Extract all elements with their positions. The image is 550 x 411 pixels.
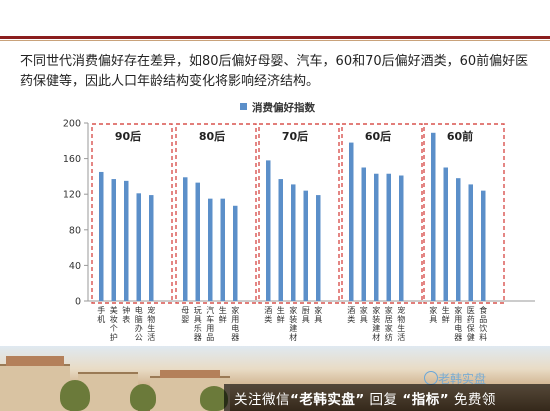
group-box [341,123,423,304]
top-bar [0,0,550,10]
x-tick-label: 医药保健 [467,306,475,342]
bar [399,175,404,301]
x-tick-label: 家用电器 [454,305,462,342]
x-tick-label: 宠物生活 [397,305,405,342]
promo-banner [224,384,550,411]
y-tick-label: 80 [69,225,81,236]
bar [266,160,271,301]
promo-banner-text: 关注微信“老韩实盘” 回复 “指标” 免费领 [234,388,550,408]
bar [111,179,116,301]
x-tick-label: 酒类 [264,306,272,324]
group-box [175,123,257,304]
slide-description: 不同世代消费偏好存在差异，如80后偏好母婴、汽车，60和70后偏好酒类，60前偏… [20,54,529,89]
x-tick-label: 手机 [97,305,105,324]
group-box [423,123,505,304]
bar [481,190,486,301]
banner-keyword2: “指标” [402,392,450,408]
y-tick-label: 160 [63,154,81,165]
header-rule-thin [0,40,550,41]
banner-keyword: “老韩实盘” [290,392,365,408]
group-label: 70后 [282,129,308,143]
bar [468,184,473,301]
group-box [91,123,173,304]
bar [303,190,308,301]
y-tick-label: 0 [75,297,81,308]
legend-swatch [240,103,247,110]
bar [456,178,461,301]
x-tick-label: 玩具乐器 [194,306,202,342]
x-tick-label: 电脑办公 [135,305,143,342]
bar [374,173,379,301]
bar [220,198,225,301]
legend-label: 消费偏好指数 [252,101,315,114]
x-tick-label: 厨具 [302,306,310,324]
group-label: 60前 [447,129,473,143]
x-tick-label: 家具 [360,305,368,324]
x-tick-label: 生鲜 [219,305,227,324]
bar [361,167,366,301]
banner-suffix: 免费领 [453,392,496,408]
bar [291,184,296,301]
bar [149,195,154,301]
y-tick-label: 120 [63,190,81,201]
watermark-text: 老韩实盘 [438,372,487,386]
x-tick-label: 钟表 [122,305,130,324]
y-tick-label: 200 [63,119,81,130]
group-label: 60后 [365,129,391,143]
x-tick-label: 家装建材 [372,305,380,342]
x-tick-label: 母婴 [181,306,189,324]
bar [316,195,321,301]
x-tick-label: 食品饮料 [479,305,487,342]
banner-prefix: 关注微信 [234,392,290,408]
banner-middle: 回复 [369,392,398,408]
y-tick-label: 40 [69,261,81,272]
group-box [258,123,340,304]
group-label: 90后 [115,129,141,143]
bar [431,132,436,301]
x-tick-label: 美妆个护 [110,305,118,342]
x-tick-label: 生鲜 [277,305,285,324]
bar [183,177,188,301]
bar [208,198,213,301]
x-tick-label: 家居家纺 [385,305,393,342]
watermark-logo-icon [424,371,438,385]
x-tick-label: 汽车用品 [206,305,214,342]
x-tick-label: 酒类 [347,306,355,324]
group-label: 80后 [199,129,225,143]
x-tick-label: 家具 [429,305,437,324]
x-tick-label: 家装建材 [289,305,297,342]
bar [386,173,391,301]
bar [99,171,104,301]
bar [349,142,354,301]
x-tick-label: 生鲜 [442,305,450,324]
bar [124,180,129,301]
bar [195,182,200,301]
bar [278,179,283,301]
x-tick-label: 家具 [314,305,322,324]
x-tick-label: 宠物生活 [147,305,155,342]
x-tick-label: 家用电器 [231,305,239,342]
bar [136,193,141,301]
bar [443,167,448,301]
bar [233,205,238,301]
header-rule [0,36,550,39]
